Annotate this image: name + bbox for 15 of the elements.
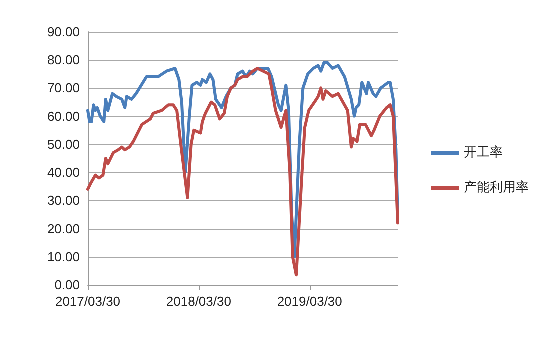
y-tick-label: 0.00 [54, 278, 80, 292]
y-tick-label: 30.00 [47, 193, 80, 208]
y-tick-label: 80.00 [47, 52, 80, 68]
legend-label: 开工率 [464, 144, 503, 160]
y-tick-label: 20.00 [47, 221, 80, 236]
x-tick-label: 2019/03/30 [277, 294, 342, 309]
x-tick-label: 2018/03/30 [166, 294, 232, 309]
legend-label: 产能利用率 [464, 180, 529, 196]
y-tick-label: 60.00 [47, 108, 80, 124]
x-tick-label: 2017/03/30 [55, 294, 121, 309]
y-tick-label: 90.00 [47, 24, 80, 40]
y-tick-label: 40.00 [47, 165, 80, 180]
y-tick-label: 70.00 [47, 80, 80, 96]
y-tick-label: 10.00 [47, 249, 80, 264]
y-tick-label: 50.00 [47, 136, 80, 152]
